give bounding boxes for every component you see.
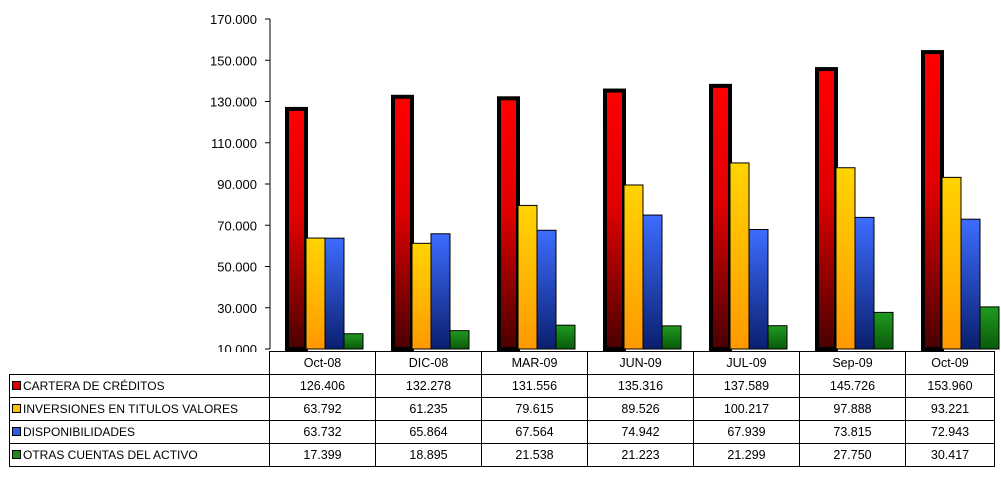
bar-series-4 — [661, 325, 682, 350]
y-tick-label: 30.000 — [217, 301, 257, 316]
category-label: Oct-08 — [269, 351, 376, 375]
bars-group — [285, 50, 1000, 352]
data-value-cell: 72.943 — [905, 420, 995, 444]
bar-series-3 — [324, 237, 345, 350]
data-value-cell: 63.792 — [269, 397, 376, 421]
bar-series-4 — [449, 330, 470, 350]
data-value-cell: 21.223 — [587, 443, 694, 467]
data-value-cell: 17.399 — [269, 443, 376, 467]
data-value-cell: 67.564 — [481, 420, 588, 444]
y-tick-label: 90.000 — [217, 177, 257, 192]
y-tick-label: 130.000 — [210, 95, 257, 110]
category-label: JUN-09 — [587, 351, 694, 375]
table-row: CARTERA DE CRÉDITOS 126.406 132.278 131.556… — [9, 374, 995, 398]
legend-entry: CARTERA DE CRÉDITOS — [9, 374, 270, 398]
bar-series-2 — [941, 176, 962, 350]
y-tick-label: 150.000 — [210, 53, 257, 68]
category-label: Oct-09 — [905, 351, 995, 375]
data-value-cell: 74.942 — [587, 420, 694, 444]
bar-series-3 — [430, 233, 451, 350]
data-value-cell: 67.939 — [693, 420, 800, 444]
bar-series-1 — [709, 83, 732, 351]
legend-entry: DISPONIBILIDADES — [9, 420, 270, 444]
table-row: OTRAS CUENTAS DEL ACTIVO 17.399 18.895 21.5… — [9, 443, 995, 467]
data-table: Oct-08 DIC-08 MAR-09 JUN-09 JUL-09 Sep-09 Oct-… — [9, 351, 995, 467]
data-value-cell: 145.726 — [799, 374, 906, 398]
bar-series-2 — [835, 167, 856, 350]
bar-series-2 — [305, 237, 326, 350]
bar-series-1 — [603, 88, 626, 352]
data-value-cell: 63.732 — [269, 420, 376, 444]
bar-series-3 — [854, 216, 875, 350]
data-value-cell: 135.316 — [587, 374, 694, 398]
bar-series-1 — [921, 50, 944, 352]
bar-series-4 — [555, 324, 576, 350]
bar-series-1 — [815, 67, 838, 351]
y-tick-label: 110.000 — [211, 136, 257, 151]
bar-series-3 — [748, 229, 769, 350]
bar-series-3 — [960, 218, 981, 350]
bar-series-2 — [729, 162, 750, 350]
y-tick-label: 10.000 — [217, 342, 257, 352]
data-value-cell: 131.556 — [481, 374, 588, 398]
legend-entry: INVERSIONES EN TITULOS VALORES — [9, 397, 270, 421]
legend-label: CARTERA DE CRÉDITOS — [23, 379, 165, 393]
category-label: DIC-08 — [375, 351, 482, 375]
table-row: DISPONIBILIDADES 63.732 65.864 67.564 74.942… — [9, 420, 995, 444]
legend-swatch — [12, 404, 21, 413]
data-value-cell: 89.526 — [587, 397, 694, 421]
data-value-cell: 97.888 — [799, 397, 906, 421]
bar-series-2 — [517, 204, 538, 350]
data-value-cell: 126.406 — [269, 374, 376, 398]
legend-entry: OTRAS CUENTAS DEL ACTIVO — [9, 443, 270, 467]
data-value-cell: 73.815 — [799, 420, 906, 444]
bar-series-3 — [536, 229, 557, 350]
table-corner — [10, 352, 270, 375]
y-tick-label: 170.000 — [210, 12, 257, 27]
data-value-cell: 100.217 — [693, 397, 800, 421]
bar-series-1 — [497, 96, 520, 351]
data-value-cell: 153.960 — [905, 374, 995, 398]
bar-series-4 — [767, 325, 788, 350]
category-label: JUL-09 — [693, 351, 800, 375]
legend-swatch — [12, 381, 21, 390]
bar-series-1 — [391, 94, 414, 352]
data-value-cell: 21.538 — [481, 443, 588, 467]
y-tick-label: 70.000 — [217, 218, 257, 233]
category-label: Sep-09 — [799, 351, 906, 375]
bar-series-4 — [979, 306, 1000, 350]
data-value-cell: 21.299 — [693, 443, 800, 467]
bar-series-2 — [411, 242, 432, 350]
bar-series-1 — [285, 106, 308, 351]
bar-series-3 — [642, 214, 663, 350]
legend-swatch — [12, 427, 21, 436]
y-axis: 10.000 30.000 50.000 70.000 90.000 110.000 130… — [210, 12, 271, 352]
data-value-cell: 61.235 — [375, 397, 482, 421]
legend-label: OTRAS CUENTAS DEL ACTIVO — [23, 448, 198, 462]
data-value-cell: 18.895 — [375, 443, 482, 467]
category-label: MAR-09 — [481, 351, 588, 375]
legend-swatch — [12, 450, 21, 459]
data-value-cell: 137.589 — [693, 374, 800, 398]
data-value-cell: 65.864 — [375, 420, 482, 444]
table-header-row: Oct-08 DIC-08 MAR-09 JUN-09 JUL-09 Sep-09 Oct-… — [10, 351, 995, 375]
legend-label: INVERSIONES EN TITULOS VALORES — [23, 402, 238, 416]
bar-series-4 — [343, 333, 364, 350]
legend-label: DISPONIBILIDADES — [23, 425, 136, 439]
data-value-cell: 132.278 — [375, 374, 482, 398]
y-tick-label: 50.000 — [217, 260, 257, 275]
bar-series-4 — [873, 311, 894, 350]
data-value-cell: 93.221 — [905, 397, 995, 421]
data-value-cell: 79.615 — [481, 397, 588, 421]
table-row: INVERSIONES EN TITULOS VALORES 63.792 61.2… — [9, 397, 995, 421]
bar-chart: 10.000 30.000 50.000 70.000 90.000 110.000 130… — [210, 12, 1000, 352]
bar-series-2 — [623, 184, 644, 350]
data-value-cell: 27.750 — [799, 443, 906, 467]
data-value-cell: 30.417 — [905, 443, 995, 467]
